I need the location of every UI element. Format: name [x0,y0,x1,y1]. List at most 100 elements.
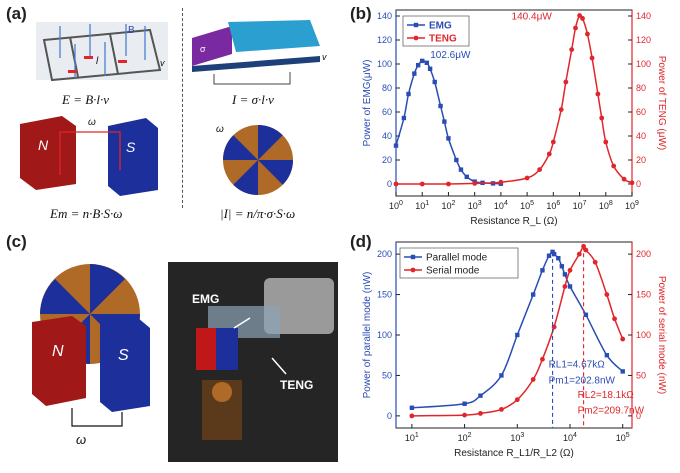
data-point-series-1 [472,181,478,186]
data-point-series-0 [420,58,425,64]
panel-a-divider [182,8,183,208]
annotation-3: Pm2=209.7nW [578,405,645,416]
data-point-series-1 [577,13,582,18]
data-point-series-1 [595,91,601,97]
legend-entry-0: Parallel mode [426,253,488,264]
y-tick-label-left: 100 [377,59,392,69]
y-tick-label-right: 0 [636,179,641,189]
data-point-series-1 [621,176,627,182]
legend-entry-1: Serial mode [426,266,480,277]
svg-text:ω: ω [88,117,96,128]
svg-text:ω: ω [76,432,86,447]
data-point-series-0 [412,71,417,76]
svg-text:l: l [96,56,99,67]
data-point-series-1 [478,411,483,416]
y-tick-label-left: 60 [382,107,392,117]
chart-d: 101 102 103 104 105 0 0 50 50 100 100 150 150 200 200 R… [362,241,667,459]
x-axis-label: Resistance R_L (Ω) [470,216,557,227]
annotation-2: RL2=18.1kΩ [578,390,635,401]
data-point-series-0 [620,369,625,374]
data-point-series-1 [446,181,451,187]
data-point-series-1 [563,79,569,85]
data-point-series-1 [611,163,617,169]
legend-box [399,247,519,279]
series-line-0 [395,60,501,185]
legend-marker-0 [413,22,419,28]
x-tick-label: 104 [563,432,577,443]
x-tick-label: 105 [616,432,630,443]
chart-b: 100 101 102 103 104 105 106 107 108 109 0 0 20 20 40 40… [362,9,667,227]
setup-photo: EMG TENG [168,262,338,462]
data-point-series-0 [415,63,421,68]
y-tick-label-left: 80 [382,83,392,93]
data-point-series-1 [604,292,610,297]
svg-text:v: v [322,52,327,62]
x-tick-label: 102 [458,432,472,443]
data-point-series-0 [432,79,437,85]
x-tick-label: 101 [405,432,419,443]
data-point-series-1 [603,139,609,145]
data-point-series-0 [401,115,407,121]
data-point-series-1 [462,412,467,418]
data-point-series-0 [427,66,433,71]
y-tick-label-right: 100 [636,59,651,69]
x-tick-label: 100 [389,200,403,211]
data-point-series-1 [550,139,556,145]
legend-entry-0: EMG [429,21,452,32]
teng-disk: ω [216,124,293,195]
y-tick-label-right: 60 [636,107,646,117]
y-tick-label-right: 50 [636,370,646,380]
y-tick-label-left: 20 [382,155,392,165]
x-tick-label: 101 [415,200,429,211]
legend-marker-1 [413,35,419,41]
svg-text:S: S [118,347,129,364]
data-point-series-0 [409,405,415,410]
y-axis-label-left: Power of parallel mode (nW) [362,272,373,399]
annotation-0: RL1=4.67kΩ [549,359,606,370]
y-tick-label-left: 140 [377,11,392,21]
data-point-series-0 [562,272,568,277]
data-point-series-1 [576,251,582,257]
photo-label-teng: TENG [280,378,314,392]
y-tick-label-right: 140 [636,11,651,21]
y-tick-label-left: 200 [377,249,392,259]
data-point-series-1 [524,175,530,181]
data-point-series-1 [558,107,564,112]
svg-text:N: N [52,343,64,360]
x-tick-label: 108 [599,200,613,211]
x-tick-label: 105 [520,200,534,211]
data-point-series-1 [580,16,585,21]
data-point-series-0 [540,268,545,273]
y-axis-label-right: Power of TENG (μW) [656,56,667,150]
y-tick-label-right: 80 [636,83,646,93]
y-tick-label-left: 50 [382,370,392,380]
data-point-series-1 [514,397,520,403]
equation-emg-linear: E = B·l·v [62,92,110,107]
data-point-series-0 [454,157,459,163]
data-point-series-1 [589,55,595,61]
data-point-series-1 [573,25,578,31]
data-point-series-1 [546,151,552,157]
data-point-series-0 [567,284,573,289]
y-tick-label-left: 0 [387,179,392,189]
y-tick-label-right: 200 [636,249,651,259]
legend-entry-1: TENG [429,34,457,45]
data-point-series-0 [556,255,561,261]
y-tick-label-right: 100 [636,330,651,340]
panel-label-d: (d) [350,232,372,251]
data-point-series-0 [559,264,565,269]
x-tick-label: 106 [546,200,560,211]
svg-text:S: S [126,139,136,155]
x-tick-label: 109 [625,200,639,211]
y-tick-label-left: 0 [387,411,392,421]
equation-teng-linear: I = σ·l·v [232,92,274,107]
data-point-series-0 [515,332,520,338]
legend-box [402,15,470,47]
svg-text:N: N [38,137,49,153]
data-point-series-1 [583,247,589,253]
svg-text:v: v [160,58,165,68]
panel-label-a: (a) [6,4,27,23]
y-tick-label-right: 20 [636,155,646,165]
x-tick-label: 103 [510,432,524,443]
data-point-series-1 [499,407,504,412]
